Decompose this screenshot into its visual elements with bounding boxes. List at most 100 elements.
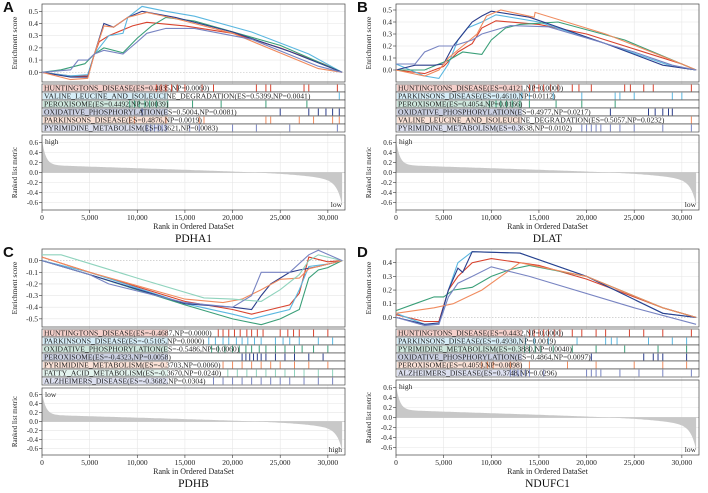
rank-tick-label: -0.4 [381, 434, 393, 442]
y-tick-label: 0.5 [383, 6, 393, 15]
x-tick-label: 30,000 [318, 213, 339, 222]
x-tick-label: 15,000 [175, 458, 196, 467]
y-tick-label: 0.2 [29, 43, 39, 52]
rank-plot-frame [41, 387, 346, 456]
rank-left-label: low [45, 390, 57, 399]
es-axis-label: Enrichment score [364, 16, 373, 69]
legend-label: PYRIMIDINE_METABOLISM(ES=0.3880,NP=0.004… [398, 345, 572, 354]
rank-tick-label: 0.4 [383, 149, 392, 157]
legend-label: PARKINSONS_DISEASE(ES=0.4930,NP=0.0019) [398, 337, 556, 346]
y-tick-label: 0.1 [29, 56, 39, 65]
y-tick-label: 0.3 [383, 30, 393, 39]
x-tick-label: 10,000 [481, 458, 502, 467]
x-tick-label: 10,000 [127, 458, 148, 467]
rank-tick-label: -0.2 [381, 424, 393, 432]
rank-tick-label: 0.4 [29, 149, 38, 157]
hit-row [41, 376, 346, 386]
legend-color-band [43, 100, 168, 108]
x-tick-label: 25,000 [624, 213, 645, 222]
gene-title: PDHB [178, 478, 209, 490]
legend-label: HUNTINGTONS_DISEASE(ES=0.4035,NP=0.0060) [44, 84, 210, 93]
es-curve-series-4 [41, 10, 343, 78]
es-plot-frame [395, 3, 700, 83]
legend-color-band [43, 329, 168, 337]
panel-letter: B [357, 0, 368, 16]
rank-tick-label: 0.6 [29, 139, 38, 147]
panel-b: B 0.0 0.1 0.2 0.3 0.4 0.5 Enrichment score HUNT… [354, 0, 708, 245]
rank-tick-label: 0.6 [29, 391, 38, 399]
y-tick-label: 0.1 [383, 54, 393, 63]
legend-color-band [397, 337, 522, 345]
rank-tick-label: -0.6 [27, 199, 39, 207]
legend-color-band [43, 377, 168, 385]
rank-axis-label: Ranked list metric [11, 147, 19, 198]
x-tick-label: 0 [394, 213, 398, 222]
x-tick-label: 10,000 [127, 213, 148, 222]
legend-color-band [43, 92, 168, 100]
rank-tick-label: -0.2 [27, 427, 39, 435]
rank-tick-label: -0.6 [381, 199, 393, 207]
es-curve-series-5 [41, 11, 343, 81]
es-curve-series-1 [41, 256, 343, 315]
gene-title: PDHA1 [175, 233, 212, 245]
y-tick-label: 0.1 [383, 299, 393, 308]
legend-label: PARKINSONS_DISEASE(ES=0.4876,NP=0.0019) [44, 116, 202, 125]
panel-c: C -0.5 -0.4 -0.3 -0.2 -0.1 0.0 Enrichment scor… [0, 244, 354, 490]
x-tick-label: 10,000 [481, 213, 502, 222]
es-plot-frame [41, 248, 346, 328]
x-tick-label: 30,000 [672, 213, 693, 222]
rank-tick-label: 0.0 [29, 169, 38, 177]
legend-label: PEROXISOME(ES=0.4059,NP=0.0098) [398, 361, 523, 370]
rank-tick-label: -0.4 [27, 189, 39, 197]
legend-label: PYRIMIDINE_METABOLISM(ES=0.3638,NP=0.010… [398, 124, 572, 133]
legend-color-band [397, 92, 522, 100]
legend-label: PARKINSONS_DISEASE(ES=-0.5105,NP=0.0000) [44, 337, 205, 346]
legend-color-band [43, 353, 168, 361]
y-tick-label: 0.2 [383, 286, 393, 295]
y-tick-label: 0.0 [29, 68, 39, 77]
legend-color-band [43, 108, 168, 116]
es-axis-label: Enrichment score [10, 261, 19, 314]
legend-label: VALINE_LEUCINE_AND_ISOLEUCINE_DEGRADATIO… [398, 116, 665, 125]
y-tick-label: 0.5 [29, 7, 39, 16]
x-tick-label: 20,000 [576, 458, 597, 467]
es-curve-series-5 [395, 9, 697, 77]
x-tick-label: 15,000 [175, 213, 196, 222]
x-tick-label: 5,000 [435, 458, 452, 467]
es-plot-frame [41, 3, 346, 83]
x-tick-label: 25,000 [270, 458, 291, 467]
legend-color-band [43, 84, 168, 92]
gsea-plot-dlat: 0.0 0.1 0.2 0.3 0.4 0.5 Enrichment score HUNTIN… [364, 3, 700, 245]
rank-left-label: high [45, 137, 59, 146]
y-tick-label: -0.5 [26, 314, 38, 323]
panel-letter: C [3, 244, 14, 261]
legend-color-band [397, 108, 522, 116]
y-tick-label: 0.0 [29, 256, 39, 265]
legend-label: VALINE_LEUCINE_AND_ISOLEUCINE_DEGRADATIO… [44, 92, 311, 101]
es-curve-series-6 [41, 27, 343, 73]
x-axis-label: Rank in Ordered DataSet [507, 467, 588, 476]
x-tick-label: 0 [40, 213, 44, 222]
legend-label: PEROXISOME(ES=0.4054,NP=0.0166) [398, 100, 523, 109]
es-curve-series-7 [41, 249, 343, 308]
rank-tick-label: 0.6 [383, 384, 392, 392]
rank-tick-label: 0.2 [383, 159, 392, 167]
y-tick-label: -0.4 [26, 303, 38, 312]
rank-plot-frame [395, 379, 700, 456]
rank-tick-label: -0.4 [27, 436, 39, 444]
es-curve-series-6 [396, 25, 697, 71]
es-curve-series-1 [395, 20, 697, 75]
y-tick-label: 0.3 [29, 31, 39, 40]
rank-tick-label: -0.6 [381, 444, 393, 452]
rank-right-label: high [329, 445, 343, 454]
legend-color-band [43, 116, 168, 124]
legend-color-band [397, 124, 522, 132]
legend-label: OXIDATIVE_PHOSPHORYLATION(ES=0.5004,NP=0… [44, 108, 237, 117]
es-curve-series-6 [395, 266, 697, 327]
es-curve-series-6 [42, 254, 343, 302]
legend-label: PEROXISOME(ES=0.4492,NP=0.0039) [44, 100, 169, 109]
legend-label: HUNTINGTONS_DISEASE(ES=0.4121,NP=0.0000) [398, 84, 564, 93]
x-tick-label: 20,000 [222, 213, 243, 222]
es-axis-label: Enrichment score [10, 16, 19, 69]
panel-letter: A [3, 0, 14, 16]
